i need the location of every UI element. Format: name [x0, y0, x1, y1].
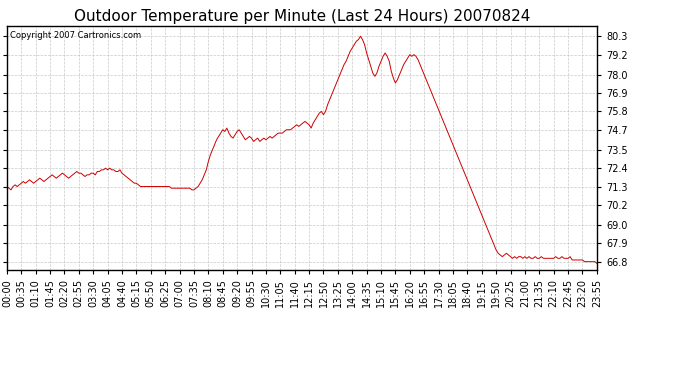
Text: Copyright 2007 Cartronics.com: Copyright 2007 Cartronics.com	[10, 31, 141, 40]
Title: Outdoor Temperature per Minute (Last 24 Hours) 20070824: Outdoor Temperature per Minute (Last 24 …	[74, 9, 530, 24]
